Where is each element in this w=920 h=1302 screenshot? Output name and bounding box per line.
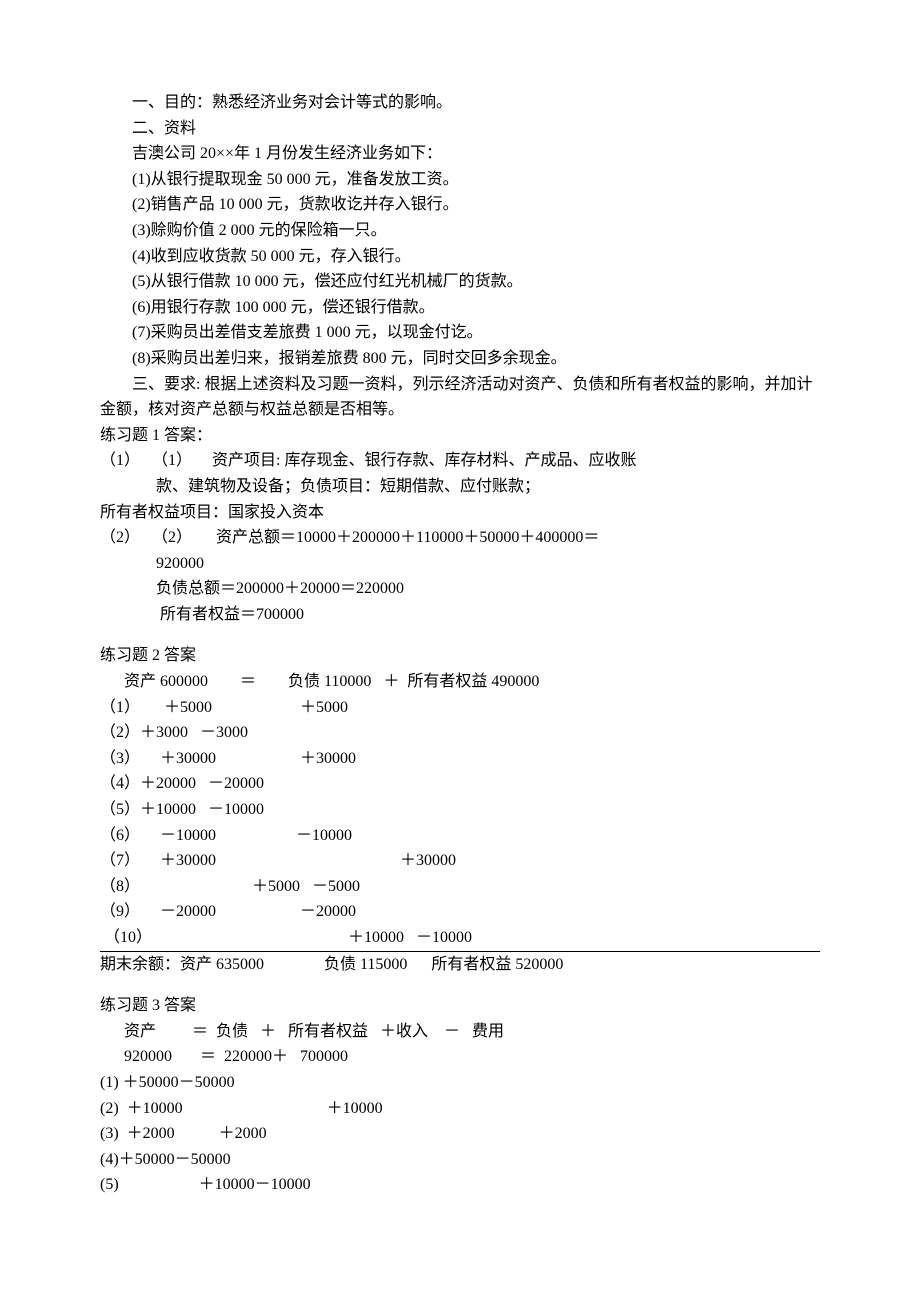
answer1-line3a: （2） （2） 资产总额＝10000＋200000＋110000＋50000＋4… [100,525,820,551]
intro-item-4: (4)收到应收货款 50 000 元，存入银行。 [100,244,820,270]
answer1-line5: 所有者权益＝700000 [100,602,820,628]
answer1-line4: 负债总额＝200000＋20000＝220000 [100,576,820,602]
answer3-row-1: (1) ＋50000－50000 [100,1070,820,1096]
answer2-header: 资产 600000 ＝ 负债 110000 ＋ 所有者权益 490000 [100,669,820,695]
answer2-row-8: （8） ＋5000 －5000 [100,874,820,900]
answer2-row-1: （1） ＋5000 ＋5000 [100,695,820,721]
answer3-initial: 920000 ＝ 220000＋ 700000 [100,1044,820,1070]
answer2-row-4: （4）＋20000 －20000 [100,771,820,797]
answer2-row-10: （10） ＋10000 －10000 [100,925,820,952]
intro-item-2: (2)销售产品 10 000 元，货款收讫并存入银行。 [100,192,820,218]
intro-requirement: 三、要求: 根据上述资料及习题一资料，列示经济活动对资产、负债和所有者权益的影响… [100,372,820,423]
answer3-header: 资产 ＝ 负债 ＋ 所有者权益 ＋收入 － 费用 [100,1019,820,1045]
intro-item-6: (6)用银行存款 100 000 元，偿还银行借款。 [100,295,820,321]
answer2-row-7: （7） ＋30000 ＋30000 [100,848,820,874]
answer3-row-2: (2) ＋10000 ＋10000 [100,1096,820,1122]
answer3-title: 练习题 3 答案 [100,993,820,1019]
intro-item-8: (8)采购员出差归来，报销差旅费 800 元，同时交回多余现金。 [100,346,820,372]
intro-item-3: (3)赊购价值 2 000 元的保险箱一只。 [100,218,820,244]
answer3-row-4: (4)＋50000－50000 [100,1147,820,1173]
answer2-end-balance: 期末余额：资产 635000 负债 115000 所有者权益 520000 [100,952,820,978]
intro-company-line: 吉澳公司 20××年 1 月份发生经济业务如下： [100,141,820,167]
answer2-row-2: （2）＋3000 －3000 [100,720,820,746]
intro-purpose: 一、目的：熟悉经济业务对会计等式的影响。 [100,90,820,116]
answer1-line2: 所有者权益项目：国家投入资本 [100,500,820,526]
intro-data-heading: 二、资料 [100,116,820,142]
answer2-row-3: （3） ＋30000 ＋30000 [100,746,820,772]
answer2-title: 练习题 2 答案 [100,643,820,669]
answer1-line1a: （1） （1） 资产项目: 库存现金、银行存款、库存材料、产成品、应收账 [100,448,820,474]
intro-item-7: (7)采购员出差借支差旅费 1 000 元，以现金付讫。 [100,320,820,346]
answer1-title: 练习题 1 答案： [100,423,820,449]
answer2-row-5: （5）＋10000 －10000 [100,797,820,823]
intro-item-1: (1)从银行提取现金 50 000 元，准备发放工资。 [100,167,820,193]
answer2-row-6: （6） －10000 －10000 [100,823,820,849]
intro-item-5: (5)从银行借款 10 000 元，偿还应付红光机械厂的货款。 [100,269,820,295]
answer1-line3b: 920000 [100,551,820,577]
answer2-row-9: （9） －20000 －20000 [100,899,820,925]
answer3-row-3: (3) ＋2000 ＋2000 [100,1121,820,1147]
answer1-line1b: 款、建筑物及设备；负债项目：短期借款、应付账款； [100,474,820,500]
answer3-row-5: (5) ＋10000－10000 [100,1172,820,1198]
